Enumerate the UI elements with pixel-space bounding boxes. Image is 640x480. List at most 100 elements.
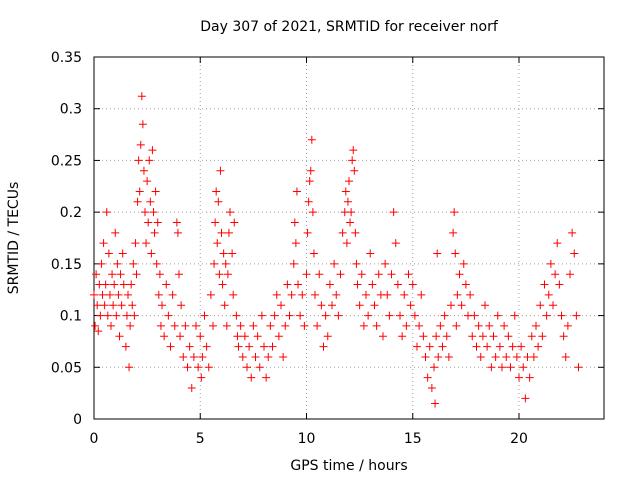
data-point <box>226 208 234 217</box>
data-point <box>177 301 186 310</box>
data-point <box>108 270 117 279</box>
data-point <box>131 239 140 248</box>
data-point <box>442 332 451 341</box>
data-point <box>317 301 326 310</box>
data-point <box>155 270 164 279</box>
data-point <box>298 290 307 299</box>
y-tick-label: 0.05 <box>51 360 82 376</box>
data-point <box>512 352 521 361</box>
data-point <box>198 352 207 361</box>
data-point <box>332 290 341 299</box>
data-point <box>170 321 179 330</box>
data-point <box>566 270 574 279</box>
data-point <box>508 342 517 351</box>
data-point <box>415 321 424 330</box>
data-point <box>146 197 155 206</box>
data-point <box>213 239 222 248</box>
data-point <box>143 177 152 186</box>
data-point <box>206 290 215 299</box>
data-point <box>224 228 233 237</box>
data-point <box>272 290 281 299</box>
data-point <box>127 280 136 289</box>
data-point <box>142 239 151 248</box>
data-point <box>96 311 105 320</box>
data-point <box>268 342 277 351</box>
data-point <box>549 301 557 310</box>
data-point <box>323 332 332 341</box>
data-point <box>408 280 417 289</box>
data-point <box>196 332 205 341</box>
data-point <box>200 311 209 320</box>
data-point <box>438 342 447 351</box>
data-point <box>404 270 413 279</box>
data-point <box>383 290 392 299</box>
data-point <box>400 290 409 299</box>
data-point <box>478 332 487 341</box>
x-tick-label: 15 <box>404 431 422 447</box>
data-point <box>202 342 211 351</box>
data-point <box>285 311 294 320</box>
data-point <box>393 280 402 289</box>
data-point <box>459 259 468 268</box>
data-point <box>519 363 528 372</box>
data-point <box>574 363 583 372</box>
data-point <box>572 311 581 320</box>
data-point <box>118 249 127 258</box>
data-point <box>540 280 549 289</box>
data-point <box>423 373 432 382</box>
data-point <box>308 208 317 217</box>
y-tick-label: 0.2 <box>60 205 82 221</box>
data-point <box>466 290 475 299</box>
data-point <box>112 311 121 320</box>
data-point <box>515 373 523 382</box>
data-point <box>129 259 138 268</box>
data-point <box>387 270 396 279</box>
x-tick-label: 10 <box>298 431 316 447</box>
data-point <box>330 259 339 268</box>
data-point <box>93 301 102 310</box>
data-point <box>472 342 481 351</box>
data-point <box>536 301 545 310</box>
data-point <box>553 239 562 248</box>
data-point <box>346 218 355 227</box>
data-point <box>243 363 251 372</box>
data-point <box>455 270 464 279</box>
data-point <box>251 352 260 361</box>
data-point <box>353 280 362 289</box>
data-point <box>421 352 430 361</box>
data-point <box>247 373 256 382</box>
data-point <box>474 321 483 330</box>
data-point <box>506 363 515 372</box>
data-point <box>343 197 352 206</box>
data-point <box>305 177 314 186</box>
data-point <box>493 311 502 320</box>
data-point <box>325 280 334 289</box>
data-point <box>173 228 182 237</box>
data-point <box>427 383 436 392</box>
data-point <box>125 363 134 372</box>
data-point <box>431 399 440 408</box>
data-point <box>504 332 513 341</box>
data-point <box>557 311 566 320</box>
data-point <box>181 321 190 330</box>
data-point <box>336 270 345 279</box>
data-point <box>292 187 301 196</box>
data-point <box>133 197 142 206</box>
data-point <box>372 321 381 330</box>
data-point <box>101 280 110 289</box>
data-points <box>90 92 583 408</box>
data-point <box>296 311 305 320</box>
data-point <box>209 321 217 330</box>
y-axis-label: SRMTID / TECUs <box>6 182 22 295</box>
data-point <box>270 311 279 320</box>
x-tick-labels: 0 5 10 15 20 <box>90 431 528 447</box>
data-point <box>461 280 470 289</box>
data-point <box>470 311 479 320</box>
data-point <box>570 249 579 258</box>
data-point <box>281 321 290 330</box>
data-point <box>132 270 141 279</box>
data-point <box>279 352 288 361</box>
data-point <box>176 332 185 341</box>
y-tick-label: 0 <box>73 412 82 428</box>
data-point <box>266 321 275 330</box>
